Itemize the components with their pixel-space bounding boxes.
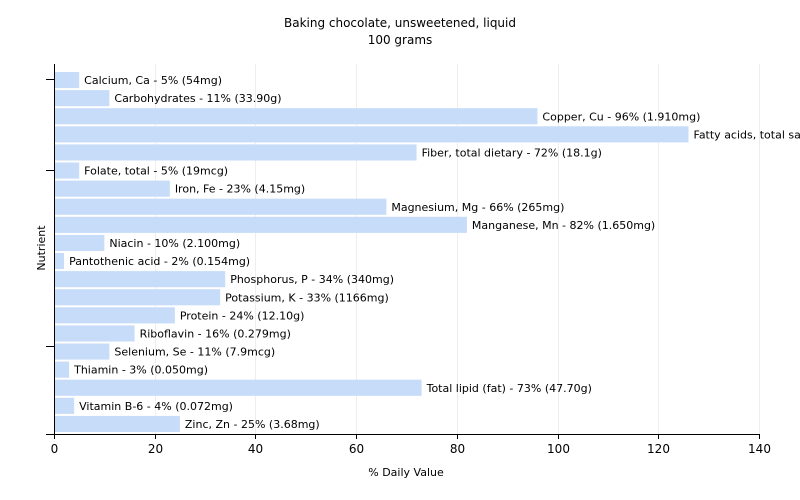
bar-label: Niacin - 10% (2.100mg) bbox=[109, 237, 240, 250]
bar bbox=[55, 271, 226, 288]
bar-label: Calcium, Ca - 5% (54mg) bbox=[84, 74, 222, 87]
chart-title: Baking chocolate, unsweetened, liquid bbox=[283, 16, 516, 30]
bar-label: Fatty acids, total saturated - 126% (25.… bbox=[694, 128, 800, 141]
bar-label: Fiber, total dietary - 72% (18.1g) bbox=[422, 146, 602, 159]
x-tick-label: 20 bbox=[148, 442, 163, 456]
bar bbox=[55, 325, 135, 342]
y-axis-label: Nutrient bbox=[35, 225, 48, 271]
bar bbox=[55, 397, 75, 414]
x-tick-label: 120 bbox=[647, 442, 670, 456]
x-tick-label: 0 bbox=[51, 442, 59, 456]
bar-label: Potassium, K - 33% (1166mg) bbox=[225, 291, 389, 304]
bar-label: Riboflavin - 16% (0.279mg) bbox=[140, 327, 291, 340]
bar bbox=[55, 180, 170, 197]
bar bbox=[55, 108, 538, 125]
bar bbox=[55, 216, 467, 233]
chart-title-block: Baking chocolate, unsweetened, liquid 10… bbox=[0, 15, 800, 49]
x-tick-label: 140 bbox=[748, 442, 771, 456]
bar-label: Pantothenic acid - 2% (0.154mg) bbox=[69, 255, 250, 268]
bar bbox=[55, 144, 417, 161]
bar bbox=[55, 126, 689, 143]
bar-label: Zinc, Zn - 25% (3.68mg) bbox=[185, 418, 320, 431]
bar bbox=[55, 361, 70, 378]
bar-label: Selenium, Se - 11% (7.9mcg) bbox=[114, 346, 275, 359]
bar bbox=[55, 72, 80, 89]
x-tick-label: 60 bbox=[349, 442, 364, 456]
bar-label: Protein - 24% (12.10g) bbox=[180, 309, 305, 322]
bar-label: Magnesium, Mg - 66% (265mg) bbox=[391, 201, 564, 214]
bar-label: Iron, Fe - 23% (4.15mg) bbox=[175, 183, 305, 196]
bar-label: Copper, Cu - 96% (1.910mg) bbox=[542, 110, 700, 123]
bar-label: Thiamin - 3% (0.050mg) bbox=[73, 364, 208, 377]
bar bbox=[55, 234, 105, 251]
bar-label: Vitamin B-6 - 4% (0.072mg) bbox=[79, 400, 233, 413]
bar-label: Carbohydrates - 11% (33.90g) bbox=[114, 92, 281, 105]
bar bbox=[55, 343, 110, 360]
bar bbox=[55, 307, 175, 324]
bar-label: Manganese, Mn - 82% (1.650mg) bbox=[472, 219, 655, 232]
x-tick-label: 100 bbox=[547, 442, 570, 456]
x-axis-label: % Daily Value bbox=[368, 466, 444, 479]
bar bbox=[55, 415, 180, 432]
bar bbox=[55, 379, 422, 396]
bar bbox=[55, 198, 387, 215]
chart-subtitle: 100 grams bbox=[367, 33, 433, 47]
axes: 0 20 40 60 80 100 120 140 bbox=[46, 64, 771, 456]
bar bbox=[55, 90, 110, 107]
bar bbox=[55, 253, 65, 270]
x-tick-label: 80 bbox=[450, 442, 465, 456]
bar-label: Total lipid (fat) - 73% (47.70g) bbox=[426, 382, 592, 395]
bars: Calcium, Ca - 5% (54mg) Carbohydrates - 1… bbox=[55, 72, 800, 432]
x-tick-label: 40 bbox=[248, 442, 263, 456]
bar bbox=[55, 289, 221, 306]
bar-label: Phosphorus, P - 34% (340mg) bbox=[230, 273, 394, 286]
bar-label: Folate, total - 5% (19mcg) bbox=[84, 165, 228, 178]
gridlines bbox=[155, 64, 760, 434]
bar bbox=[55, 162, 80, 179]
